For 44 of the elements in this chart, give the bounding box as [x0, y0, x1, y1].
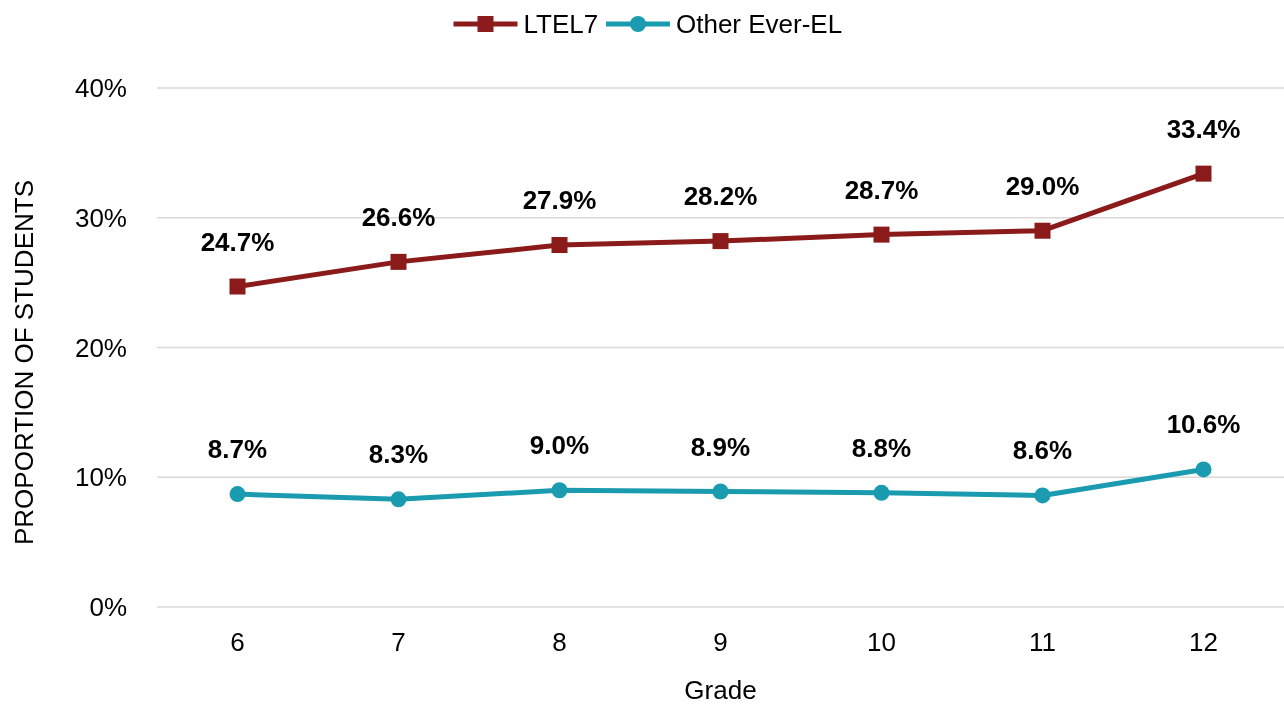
data-label: 29.0%: [1005, 170, 1080, 201]
x-tick-label: 9: [713, 627, 728, 657]
point: [551, 237, 568, 253]
x-tick-label: 8: [552, 627, 567, 657]
data-label: 8.9%: [690, 431, 751, 462]
x-tick-label: 11: [1029, 627, 1056, 657]
legend-label: LTEL7: [523, 9, 599, 40]
x-tick-label: 7: [391, 627, 406, 657]
data-label: 10.6%: [1166, 409, 1241, 440]
x-axis-title: Grade: [684, 675, 757, 705]
data-label: 24.7%: [200, 226, 275, 257]
point: [1195, 165, 1212, 182]
point: [873, 484, 890, 501]
y-axis-title: PROPORTION OF STUDENTS: [9, 180, 39, 545]
data-label: 27.9%: [522, 185, 597, 215]
x-tick-label: 10: [867, 627, 896, 657]
legend-label: Other Ever-EL: [676, 9, 843, 40]
point: [390, 491, 407, 508]
data-label: 8.7%: [207, 434, 268, 465]
point: [1034, 487, 1051, 504]
data-label: 28.2%: [683, 181, 758, 212]
point: [229, 486, 246, 503]
data-label: 33.4%: [1166, 113, 1241, 144]
y-tick-label: 0%: [89, 592, 127, 623]
point: [1195, 461, 1212, 478]
data-label: 28.7%: [844, 174, 919, 205]
point: [229, 278, 246, 295]
data-label: 26.6%: [361, 201, 436, 232]
point: [873, 226, 890, 243]
y-tick-label: 10%: [74, 462, 127, 493]
y-tick-label: 30%: [74, 202, 127, 233]
point: [1034, 222, 1051, 239]
data-label: 8.6%: [1012, 435, 1073, 466]
x-tick-label: 12: [1189, 627, 1218, 657]
y-tick-label: 40%: [74, 73, 127, 104]
data-label: 9.0%: [529, 430, 590, 461]
point: [712, 233, 729, 250]
point: [712, 483, 729, 500]
x-tick-label: 6: [230, 627, 245, 657]
y-tick-label: 20%: [74, 332, 127, 363]
point: [390, 253, 407, 270]
data-label: 8.8%: [851, 432, 912, 463]
data-label: 8.3%: [368, 439, 429, 470]
point: [551, 482, 568, 499]
